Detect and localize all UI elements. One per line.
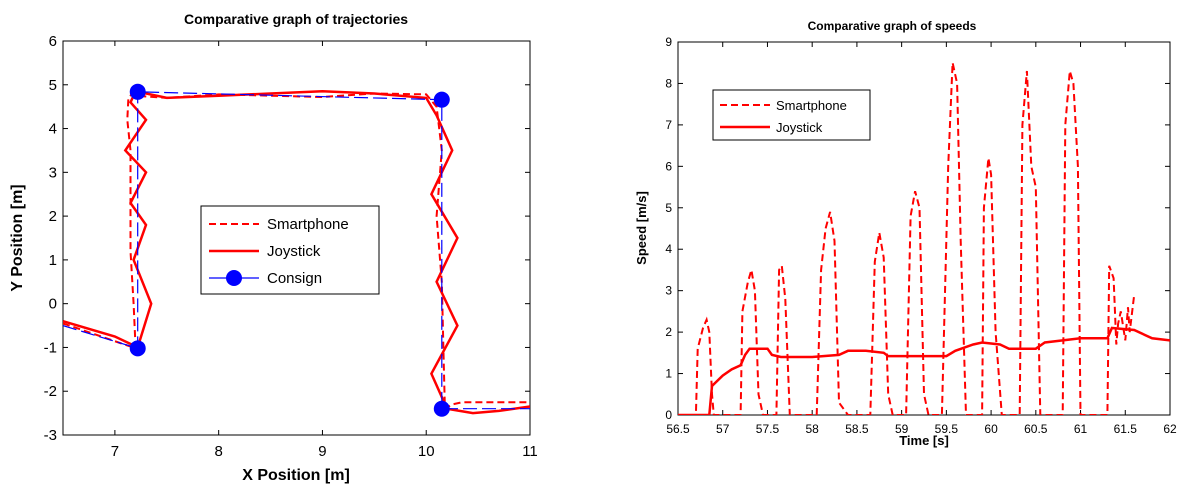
- x-tick-label: 58: [806, 422, 820, 436]
- speed-legend: Smartphone Joystick: [712, 89, 871, 141]
- legend-label-consign: Consign: [267, 270, 322, 287]
- legend-label-smartphone: Smartphone: [267, 216, 349, 233]
- x-tick-label: 7: [111, 443, 119, 460]
- x-tick-label: 58.5: [845, 422, 869, 436]
- speed-legend-box: [712, 89, 871, 141]
- y-tick-label: 2: [49, 208, 57, 225]
- y-tick-label: -1: [44, 339, 57, 356]
- legend-label-joystick: Joystick: [267, 243, 321, 260]
- y-tick-label: 5: [49, 77, 57, 94]
- y-tick-label: 6: [49, 33, 57, 50]
- y-tick-label: 1: [49, 252, 57, 269]
- x-tick-label: 59.5: [935, 422, 959, 436]
- series-line-smartphone: [678, 62, 1136, 415]
- series-line-joystick: [678, 326, 1170, 415]
- legend-marker-consign: [226, 270, 242, 286]
- y-tick-label: 2: [665, 325, 672, 339]
- legend-label-smartphone-speed: Smartphone: [776, 98, 847, 113]
- y-tick-label: 1: [665, 367, 672, 381]
- consign-marker: [129, 83, 146, 100]
- x-tick-label: 59: [895, 422, 909, 436]
- trajectory-plot-frame: [62, 40, 531, 436]
- y-tick-label: 3: [49, 164, 57, 181]
- y-tick-label: 3: [665, 284, 672, 298]
- x-tick-label: 10: [418, 443, 435, 460]
- y-tick-label: 0: [665, 408, 672, 422]
- trajectory-chart: Comparative graph of trajectories -3 -2 -1…: [9, 11, 538, 484]
- x-tick-label: 57.5: [756, 422, 780, 436]
- consign-marker: [433, 91, 450, 108]
- y-tick-label: 4: [665, 242, 672, 256]
- trajectory-legend: Smartphone Joystick Consign: [200, 205, 380, 295]
- trajectory-chart-title: Comparative graph of trajectories: [184, 11, 408, 27]
- speed-chart-title: Comparative graph of speeds: [808, 19, 977, 33]
- trajectory-x-axis-label: X Position [m]: [242, 467, 350, 484]
- y-tick-label: 6: [665, 159, 672, 173]
- speed-plot-frame: [677, 41, 1171, 416]
- consign-marker: [129, 340, 146, 357]
- y-tick-label: 9: [665, 35, 672, 49]
- x-tick-label: 60.5: [1024, 422, 1048, 436]
- x-tick-label: 11: [522, 443, 538, 460]
- y-tick-label: 0: [49, 296, 57, 313]
- speed-chart: Comparative graph of speeds 0 1 2 3 4 5 6 7 8 9 5…: [634, 19, 1177, 448]
- x-tick-label: 61: [1074, 422, 1088, 436]
- y-tick-label: 8: [665, 76, 672, 90]
- y-tick-label: 5: [665, 201, 672, 215]
- x-tick-label: 62: [1163, 422, 1177, 436]
- x-tick-label: 57: [716, 422, 730, 436]
- series-line-joystick: [63, 89, 530, 415]
- x-tick-label: 60: [984, 422, 998, 436]
- y-tick-label: -2: [44, 383, 57, 400]
- x-tick-label: 8: [214, 443, 222, 460]
- x-tick-label: 56.5: [666, 422, 690, 436]
- x-tick-label: 9: [318, 443, 326, 460]
- y-tick-label: -3: [44, 427, 57, 444]
- trajectory-y-axis-label: Y Position [m]: [9, 184, 26, 291]
- consign-marker: [433, 400, 450, 417]
- speed-y-axis-label: Speed [m/s]: [634, 191, 649, 265]
- series-line-consign: [63, 91, 530, 410]
- y-tick-label: 7: [665, 118, 672, 132]
- y-tick-label: 4: [49, 121, 57, 138]
- x-tick-label: 61.5: [1114, 422, 1138, 436]
- legend-label-joystick-speed: Joystick: [776, 120, 823, 135]
- speed-x-axis-label: Time [s]: [899, 433, 949, 448]
